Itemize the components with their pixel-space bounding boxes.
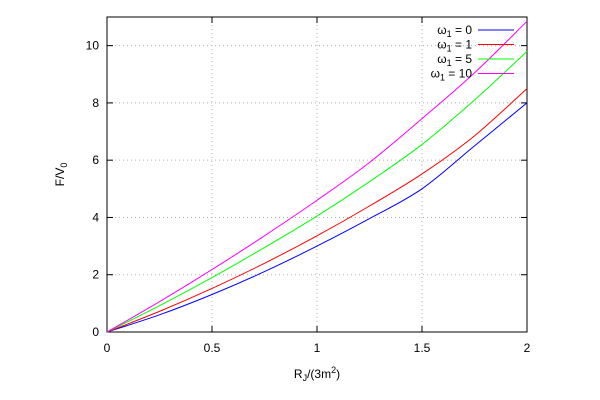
- series-line-3: [106, 20, 528, 333]
- series-lines: [106, 20, 528, 333]
- legend-label-1: ω1 = 1: [437, 38, 472, 54]
- y-tick-label: 6: [92, 153, 99, 167]
- legend-label-2: ω1 = 5: [437, 52, 472, 68]
- x-tick-label: 1: [314, 341, 321, 355]
- x-tick-label: 0.5: [204, 341, 221, 355]
- series-line-0: [106, 102, 528, 333]
- y-tick-label: 0: [92, 325, 99, 339]
- y-tick-label: 8: [92, 96, 99, 110]
- y-axis-label: F/V0: [53, 163, 69, 187]
- y-tick-label: 4: [92, 210, 99, 224]
- x-tick-label: 1.5: [414, 341, 431, 355]
- x-tick-label: 0: [104, 341, 111, 355]
- series-line-1: [106, 88, 528, 333]
- grid: [107, 17, 527, 332]
- legend-label-3: ω1 = 10: [431, 67, 473, 83]
- x-axis-label: RJ/(3m2): [294, 365, 340, 383]
- legend: ω1 = 0ω1 = 1ω1 = 5ω1 = 10: [431, 23, 514, 83]
- y-tick-label: 2: [92, 268, 99, 282]
- x-tick-label: 2: [524, 341, 531, 355]
- y-tick-label: 10: [86, 39, 100, 53]
- legend-label-0: ω1 = 0: [437, 23, 472, 39]
- axis-ticks: 0 0.5 1 1.5 2 0 2 4 6 8 10: [86, 17, 531, 355]
- series-line-2: [106, 50, 528, 333]
